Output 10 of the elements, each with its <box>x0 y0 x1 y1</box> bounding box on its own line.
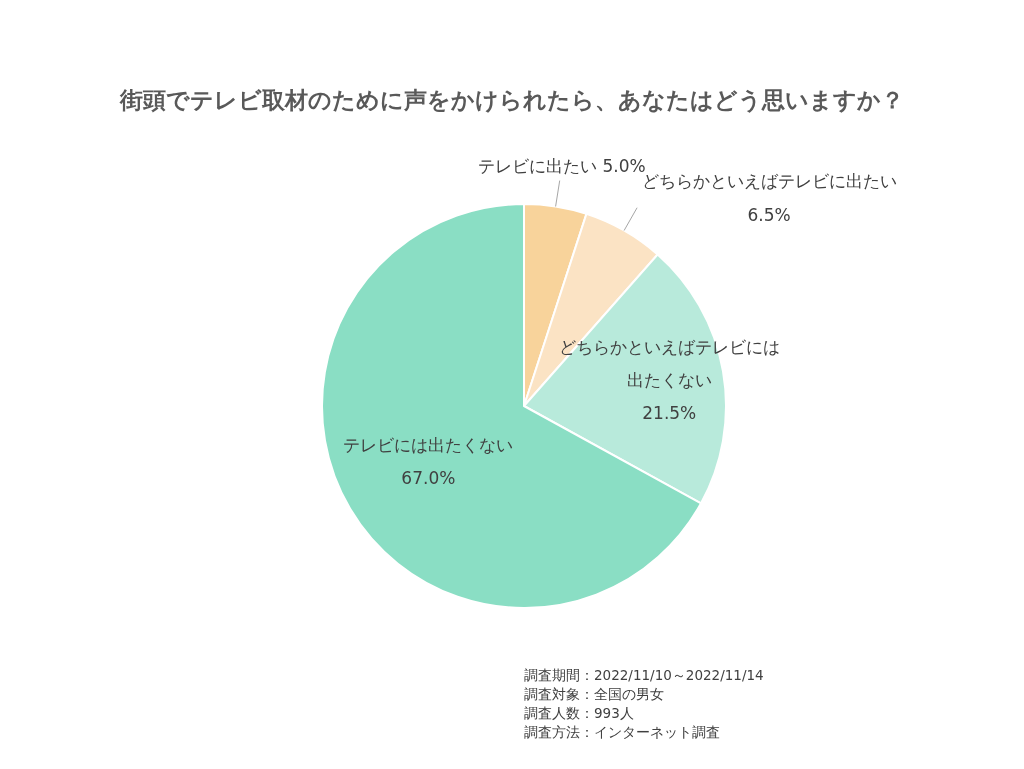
chart-title: 街頭でテレビ取材のために声をかけられたら、あなたはどう思いますか？ <box>119 86 904 113</box>
data-label: 21.5% <box>642 402 697 423</box>
slice-label: どちらかといえばテレビには出たくない <box>558 336 780 390</box>
data-label: 6.5% <box>747 205 791 226</box>
slice-label: テレビには出たくない <box>343 435 514 456</box>
data-label: 67.0% <box>401 468 456 489</box>
text: 調査方法：インターネット調査 <box>524 724 720 740</box>
text: 調査期間：2022/11/10～2022/11/14 <box>524 667 764 683</box>
text: 調査対象：全国の男女 <box>524 686 664 702</box>
text: 調査人数：993人 <box>524 705 634 721</box>
